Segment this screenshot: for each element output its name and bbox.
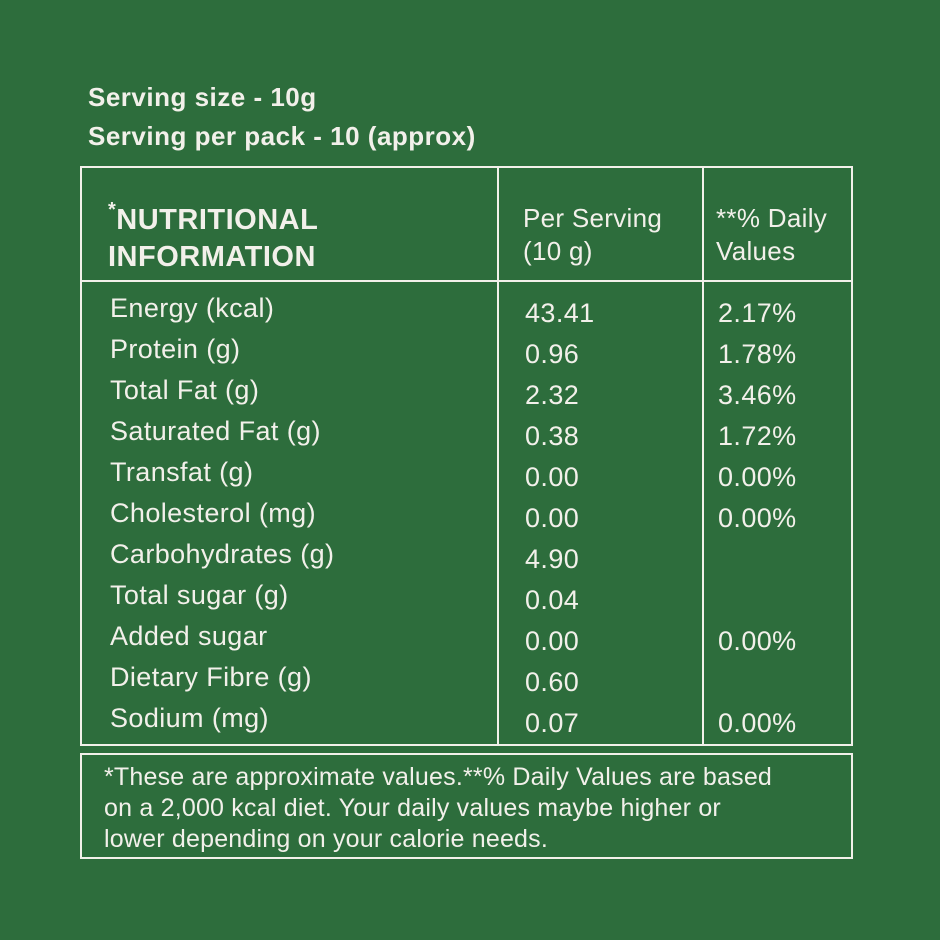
table-header-row: *NUTRITIONAL INFORMATION Per Serving (10… [82,168,851,282]
row-daily-value [704,539,851,580]
row-daily-value: 0.00% [718,708,797,738]
column-header-per-serving: Per Serving (10 g) [497,168,702,280]
row-per-serving-value: 0.96 [525,339,580,369]
row-label: Added sugar [110,621,268,651]
row-daily-value: 3.46% [718,380,797,410]
title-asterisk: * [108,199,117,221]
column-header-daily-values: **% Daily Values [702,168,851,280]
row-daily-value: 1.78% [718,339,797,369]
row-per-serving-value: 0.00 [525,626,580,656]
row-per-serving-value: 0.60 [525,667,580,697]
nutrition-table: *NUTRITIONAL INFORMATION Per Serving (10… [80,166,853,746]
row-daily-value: 0.00% [718,503,797,533]
row-daily-value [704,662,851,703]
table-title: *NUTRITIONAL INFORMATION [82,168,497,280]
row-daily-value: 0.00% [718,462,797,492]
table-title-text: NUTRITIONAL INFORMATION [108,204,318,273]
per-serving-values-column: 43.41 0.96 2.32 0.38 0.00 0.00 4.90 0.04 0.00 0.6… [497,282,702,744]
row-label: Saturated Fat (g) [110,416,321,446]
footnote-line: on a 2,000 kcal diet. Your daily values … [104,794,721,822]
row-per-serving-value: 0.00 [525,462,580,492]
row-label: Dietary Fibre (g) [110,662,312,692]
row-label: Energy (kcal) [110,293,275,323]
row-label: Total sugar (g) [110,580,289,610]
row-daily-value: 2.17% [718,298,797,328]
row-label: Protein (g) [110,334,241,364]
row-daily-value: 1.72% [718,421,797,451]
row-daily-value: 0.00% [718,626,797,656]
row-per-serving-value: 0.07 [525,708,580,738]
row-per-serving-value: 4.90 [525,544,580,574]
row-per-serving-value: 43.41 [525,298,595,328]
row-label: Carbohydrates (g) [110,539,335,569]
footnote-line: *These are approximate values.**% Daily … [104,763,773,791]
table-body: Energy (kcal) Protein (g) Total Fat (g) Sat… [82,282,851,744]
row-label: Transfat (g) [110,457,254,487]
daily-values-column: 2.17% 1.78% 3.46% 1.72% 0.00% 0.00% 0.00% 0.00% [702,282,851,744]
row-per-serving-value: 0.00 [525,503,580,533]
row-per-serving-value: 2.32 [525,380,580,410]
row-per-serving-value: 0.38 [525,421,580,451]
row-label: Cholesterol (mg) [110,498,316,528]
row-label: Sodium (mg) [110,703,269,733]
row-daily-value [704,580,851,621]
nutrient-labels-column: Energy (kcal) Protein (g) Total Fat (g) Sat… [82,282,497,744]
serving-size-text: Serving size - 10g [88,82,317,112]
serving-per-pack-text: Serving per pack - 10 (approx) [88,121,476,151]
row-per-serving-value: 0.04 [525,585,580,615]
serving-info: Serving size - 10g Serving per pack - 10… [88,78,476,156]
footnote-line: lower depending on your calorie needs. [104,825,549,853]
row-label: Total Fat (g) [110,375,260,405]
footnote: *These are approximate values.**% Daily … [80,753,853,859]
